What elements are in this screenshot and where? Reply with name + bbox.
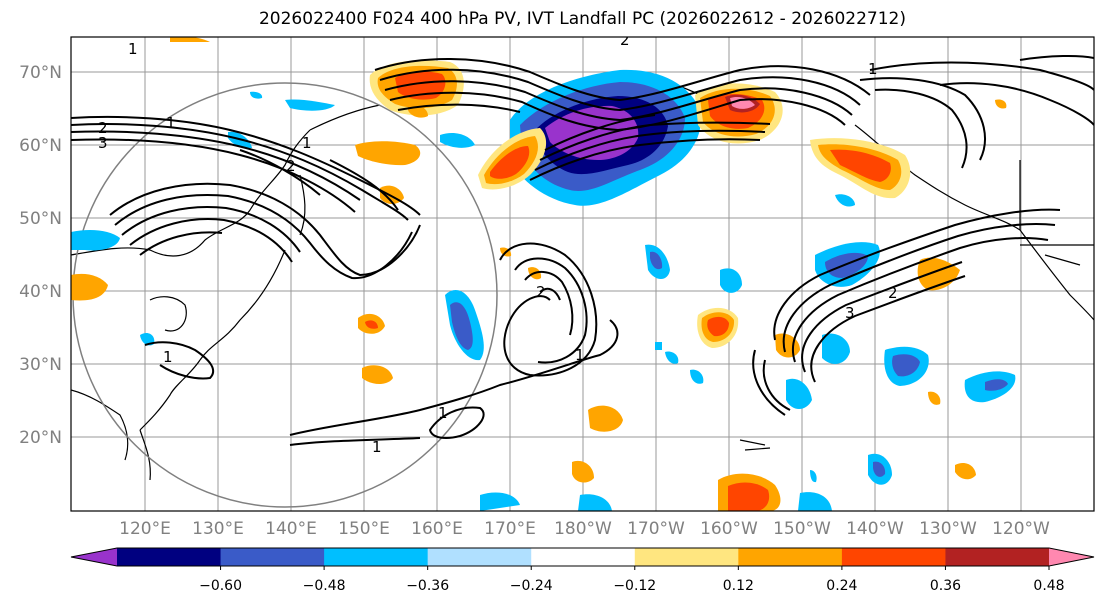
colorbar-tick-label: 0.36: [930, 578, 961, 594]
colorbar-tick-label: −0.24: [510, 578, 553, 594]
contour-label: 2: [98, 119, 108, 137]
colorbar-swatch: [220, 548, 325, 566]
contour-label: 2: [888, 284, 898, 302]
contour-label: 2: [286, 157, 296, 175]
colorbar-swatch: [841, 548, 946, 566]
colorbar: −0.60 −0.48 −0.36 −0.24 −0.12 0.12 0.24 0.36 0.4…: [70, 547, 1095, 594]
lat-label: 60°N: [19, 136, 62, 156]
lon-label: 120°E: [119, 519, 171, 539]
contour-label: 3: [98, 134, 108, 152]
contour-label: 2: [536, 283, 546, 301]
contour-label: 1: [128, 40, 138, 58]
colorbar-swatch: [117, 548, 222, 566]
colorbar-tick-label: −0.12: [613, 578, 656, 594]
lon-label: 150°E: [338, 519, 390, 539]
colorbar-tick-label: −0.36: [406, 578, 449, 594]
colorbar-swatch: [531, 548, 636, 566]
colorbar-tick-label: 0.48: [1033, 578, 1064, 594]
lat-label: 30°N: [19, 355, 62, 375]
colorbar-extend-low: [71, 548, 117, 566]
contour-label: 1: [166, 114, 176, 132]
lon-label: 130°E: [192, 519, 244, 539]
colorbar-swatch: [945, 548, 1050, 566]
colorbar-swatch: [634, 548, 739, 566]
contour-label: 1: [575, 346, 585, 364]
gridlines: [71, 37, 1094, 511]
chart-title: 2026022400 F024 400 hPa PV, IVT Landfall…: [258, 9, 906, 29]
contour-label: 1: [438, 404, 448, 422]
lon-label: 150°W: [773, 519, 831, 539]
colorbar-swatch: [738, 548, 843, 566]
lat-label: 40°N: [19, 282, 62, 302]
lon-label: 160°W: [700, 519, 758, 539]
contour-labels: 1 1 2 3 1 2 2 2 1 1 1 1 3 2 1: [98, 31, 898, 456]
lon-label: 170°W: [627, 519, 685, 539]
colorbar-extend-high: [1049, 548, 1094, 566]
colorbar-tick-label: −0.48: [303, 578, 346, 594]
longitude-labels: 120°E 130°E 140°E 150°E 160°E 170°E 180°…: [119, 519, 1050, 539]
colorbar-swatch: [324, 548, 429, 566]
map-frame: [70, 36, 1095, 512]
contour-label: 3: [845, 304, 855, 322]
contour-label: 2: [620, 31, 630, 49]
lon-label: 130°W: [919, 519, 977, 539]
contour-label: 1: [163, 348, 173, 366]
colorbar-tick-label: −0.60: [199, 578, 242, 594]
colorbar-swatch: [427, 548, 532, 566]
pv-contours: [71, 54, 1094, 446]
lat-label: 50°N: [19, 209, 62, 229]
latitude-labels: 70°N 60°N 50°N 40°N 30°N 20°N: [19, 63, 62, 448]
lat-label: 70°N: [19, 63, 62, 83]
lon-label: 170°E: [484, 519, 536, 539]
lat-label: 20°N: [19, 428, 62, 448]
lon-label: 140°W: [846, 519, 904, 539]
lon-label: 180°W: [554, 519, 612, 539]
contour-label: 1: [302, 134, 312, 152]
colorbar-outline: [70, 547, 1095, 567]
contour-label: 1: [372, 438, 382, 456]
contour-label: 1: [868, 60, 878, 78]
lon-label: 140°E: [265, 519, 317, 539]
lon-label: 160°E: [411, 519, 463, 539]
colorbar-tick-label: 0.12: [723, 578, 754, 594]
colorbar-tick-label: 0.24: [826, 578, 857, 594]
lon-label: 120°W: [992, 519, 1050, 539]
